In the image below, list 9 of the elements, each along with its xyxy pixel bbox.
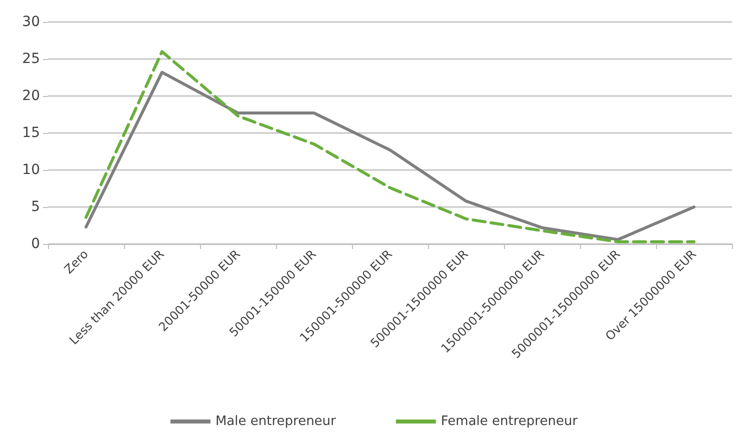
y-tick-label: 10 <box>22 162 40 178</box>
y-tick-label: 15 <box>22 125 40 141</box>
legend-label: Female entrepreneur <box>440 414 578 429</box>
y-tick-label: 25 <box>22 51 40 67</box>
y-tick-label: 20 <box>22 88 40 104</box>
y-tick-label: 0 <box>31 236 40 252</box>
y-tick-label: 5 <box>31 199 40 215</box>
legend-label: Male entrepreneur <box>215 414 337 429</box>
y-tick-label: 30 <box>22 14 40 30</box>
